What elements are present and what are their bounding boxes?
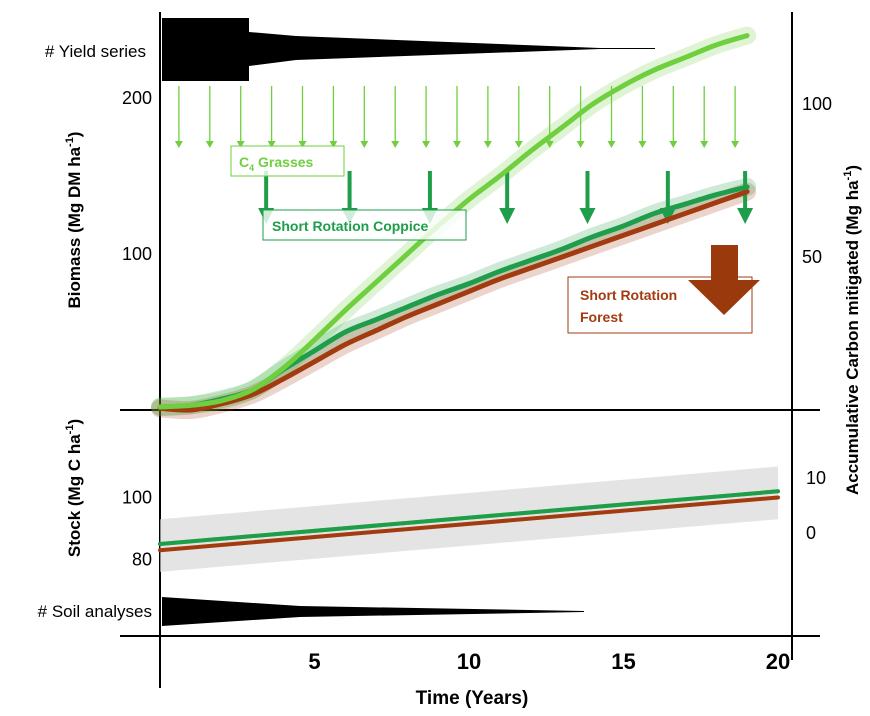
thin-arrow-head — [453, 141, 461, 148]
thin-arrow-head — [483, 141, 492, 148]
thin-arrow-head — [422, 141, 431, 148]
thin-arrow-head — [174, 141, 183, 148]
x-tick-label: 15 — [611, 649, 635, 674]
right-y-tick-label: 50 — [802, 247, 822, 267]
soil-line-short-rotation-forest — [158, 495, 780, 553]
coppice-label: Short Rotation Coppice — [272, 218, 429, 234]
harvest-arrows — [174, 86, 754, 224]
thin-arrow-head — [360, 141, 369, 148]
right-y-tick-label: 100 — [802, 94, 832, 114]
thin-arrow-head — [298, 141, 307, 148]
coppice-annotation: Short Rotation Coppice — [262, 209, 467, 241]
x-tick-label: 5 — [308, 649, 320, 674]
yield-series-wedge — [162, 18, 655, 81]
bottom-y-tick-label: 100 — [122, 488, 152, 508]
bottom-right-y-tick-label: 10 — [806, 468, 826, 488]
bottom-y-tick-label: 80 — [132, 550, 152, 570]
thin-arrow-head — [731, 141, 740, 148]
c4-grasses-annotation: C4 Grasses — [230, 145, 345, 177]
soil-line-short-rotation-coppice — [158, 489, 780, 546]
thin-arrow-head — [236, 141, 245, 148]
soil-analyses-label: # Soil analyses — [38, 602, 152, 621]
line-short-rotation-forest — [157, 189, 750, 413]
thin-arrow-head — [700, 141, 709, 148]
thin-arrow-head — [545, 141, 554, 148]
yield-wedge-shape — [162, 18, 655, 81]
top-y-axis-title: Biomass (Mg DM ha-1) — [64, 132, 84, 309]
forest-label-line-2: Forest — [580, 309, 623, 325]
thin-arrow-head — [514, 141, 523, 148]
thin-arrow-head — [607, 141, 616, 148]
right-y-axis-title: Accumulative Carbon mitigated (Mg ha-1) — [842, 165, 862, 495]
soil-analyses-wedge — [162, 597, 584, 626]
top-y-tick-label: 200 — [122, 88, 152, 108]
top-y-tick-label: 100 — [122, 244, 152, 264]
forest-label-line-1: Short Rotation — [580, 287, 677, 303]
thick-arrow-head — [499, 208, 516, 224]
bottom-y-axis-title: Stock (Mg C ha-1) — [64, 419, 84, 557]
yield-series-label: # Yield series — [45, 42, 146, 61]
thick-arrow-head — [737, 208, 754, 224]
forest-harvest-arrow — [688, 245, 760, 315]
thin-arrow-head — [329, 141, 338, 148]
soil-wedge-shape — [162, 597, 584, 626]
coppice-box — [262, 209, 467, 241]
thin-arrow-head — [267, 141, 276, 148]
thin-arrow-head — [576, 141, 585, 148]
x-tick-label: 10 — [457, 649, 481, 674]
bottom-right-y-tick-label: 0 — [806, 523, 816, 543]
series-lines — [157, 33, 780, 553]
thin-arrow-head — [391, 141, 400, 148]
x-tick-label: 20 — [766, 649, 790, 674]
thin-arrow-head — [638, 141, 647, 148]
c4-grasses-label: C4 Grasses — [239, 154, 314, 173]
thin-arrow-head — [205, 141, 214, 148]
thin-arrow-head — [669, 141, 678, 148]
c4-grasses-box — [230, 145, 345, 177]
thick-arrow-head — [579, 208, 596, 224]
x-axis-title: Time (Years) — [416, 688, 529, 709]
